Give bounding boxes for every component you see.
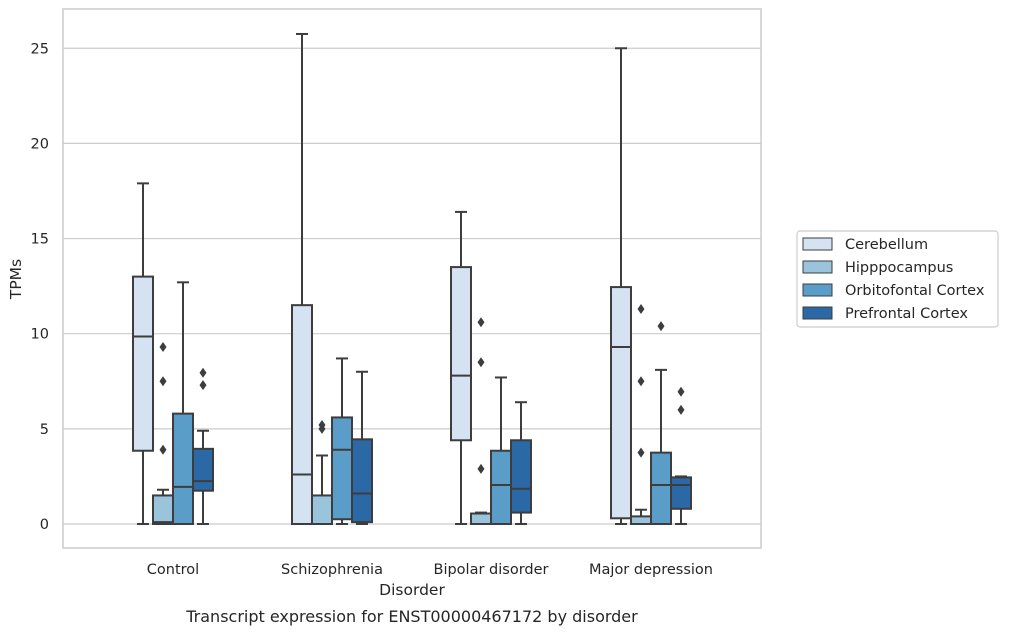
outlier-point	[318, 420, 326, 431]
box-iqr	[470, 512, 492, 526]
outlier-point	[477, 317, 485, 328]
x-tick-label: Control	[147, 562, 199, 578]
box-orbitofontal-cortex-0	[172, 281, 194, 526]
box-hipppocampus-0	[152, 342, 174, 525]
y-tick-label: 15	[31, 232, 49, 248]
box-prefrontal-cortex-1	[351, 370, 373, 525]
box-iqr	[132, 275, 154, 452]
outlier-point	[637, 447, 645, 458]
outlier-point	[637, 303, 645, 314]
box-series-group	[132, 32, 692, 526]
outlier-point	[637, 376, 645, 387]
x-tick-label: Schizophrenia	[281, 562, 383, 578]
legend-label: Cerebellum	[845, 237, 928, 253]
box-iqr	[630, 515, 652, 526]
box-orbitofontal-cortex-3	[650, 321, 672, 526]
outlier-point	[657, 321, 665, 332]
box-cerebellum-2	[450, 210, 472, 525]
outlier-point	[199, 380, 207, 391]
y-axis-label: TPMs	[7, 259, 25, 300]
box-cerebellum-0	[132, 182, 154, 525]
legend-label: Orbitofontal Cortex	[845, 283, 985, 299]
legend-label: Hipppocampus	[845, 260, 953, 276]
outlier-point	[477, 357, 485, 368]
box-iqr	[192, 447, 214, 492]
outlier-point	[159, 376, 167, 387]
box-orbitofontal-cortex-2	[490, 376, 512, 525]
y-tick-label: 0	[40, 517, 49, 533]
box-cerebellum-1	[291, 32, 313, 525]
box-hipppocampus-3	[630, 303, 652, 526]
y-tick-label: 10	[31, 327, 49, 343]
box-hipppocampus-1	[311, 420, 333, 525]
box-iqr	[291, 304, 313, 525]
y-tick-labels: 0 5 10 15 20 25	[31, 41, 49, 533]
box-cerebellum-3	[610, 47, 632, 525]
x-tick-label: Bipolar disorder	[434, 562, 549, 578]
y-tick-label: 20	[31, 136, 49, 152]
legend-swatch	[802, 237, 833, 251]
box-iqr	[610, 286, 632, 520]
box-iqr	[450, 266, 472, 442]
y-tick-label: 25	[31, 41, 49, 57]
box-iqr	[670, 476, 692, 510]
box-iqr	[152, 494, 174, 525]
outlier-point	[677, 404, 685, 415]
outlier-point	[199, 367, 207, 378]
box-orbitofontal-cortex-1	[331, 357, 353, 525]
box-iqr	[311, 494, 333, 525]
legend-swatch	[802, 306, 833, 320]
legend-swatch	[802, 283, 833, 297]
outlier-point	[159, 444, 167, 455]
y-tick-label: 5	[40, 422, 49, 438]
x-tick-label: Major depression	[589, 562, 713, 578]
box-prefrontal-cortex-2	[510, 401, 532, 525]
box-prefrontal-cortex-0	[192, 367, 214, 525]
outlier-point	[677, 386, 685, 397]
box-iqr	[351, 438, 373, 524]
x-tick-labels: Control Schizophrenia Bipolar disorder Majo…	[147, 562, 713, 578]
box-prefrontal-cortex-3	[670, 386, 692, 525]
box-iqr	[650, 451, 672, 526]
legend-label: Prefrontal Cortex	[845, 306, 968, 322]
outlier-point	[477, 463, 485, 474]
box-iqr	[510, 439, 532, 514]
box-iqr	[331, 416, 353, 521]
box-iqr	[172, 412, 194, 526]
chart-caption: Transcript expression for ENST0000046717…	[185, 607, 638, 626]
outlier-point	[159, 342, 167, 353]
legend-frame	[796, 230, 999, 328]
plot-frame	[62, 8, 762, 549]
legend-swatch	[802, 260, 833, 274]
box-hipppocampus-2	[470, 317, 492, 526]
box-iqr	[490, 449, 512, 525]
legend: Cerebellum Hipppocampus Orbitofontal Corte…	[796, 230, 999, 328]
x-axis-label: Disorder	[379, 581, 445, 599]
